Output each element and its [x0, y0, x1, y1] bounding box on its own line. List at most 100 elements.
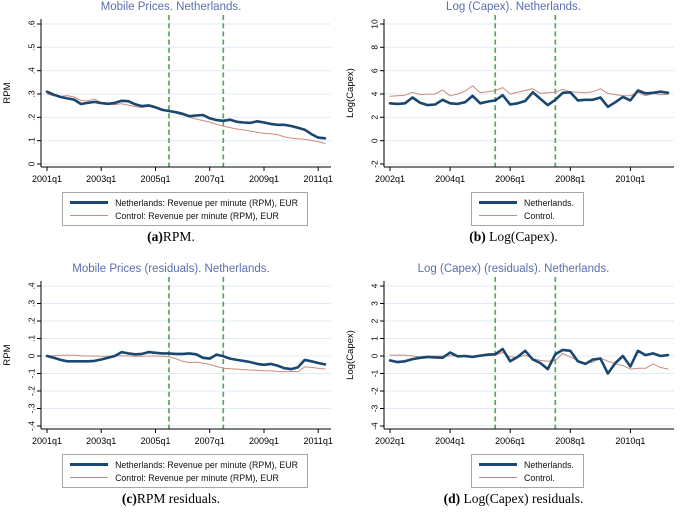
panel-d-log-capex-residuals: Log (Capex) (residuals). Netherlands. 4 3… [342, 262, 685, 525]
svg-text:0: 0 [369, 138, 379, 143]
svg-text:3: 3 [369, 301, 379, 306]
caption-b: (b) Log(Capex). [469, 229, 557, 245]
control-line-sample [479, 215, 518, 216]
svg-text:.4: .4 [27, 67, 37, 74]
svg-text:8: 8 [369, 45, 379, 50]
legend-item-control: Control: Revenue per minute (RPM), EUR [70, 209, 298, 222]
legend-item-control: Control. [479, 471, 574, 484]
legend-box-c: Netherlands: Revenue per minute (RPM), E… [62, 454, 308, 488]
svg-text:RPM: RPM [2, 344, 13, 365]
legend-label: Control. [524, 472, 555, 483]
caption-d-label: (d) [443, 491, 461, 506]
svg-text:2004q1: 2004q1 [435, 174, 465, 184]
svg-text:RPM: RPM [2, 82, 13, 103]
svg-text:-1: -1 [369, 369, 379, 377]
panel-c-rpm-residuals: Mobile Prices (residuals). Netherlands. … [0, 262, 342, 525]
legend-label: Control: Revenue per minute (RPM), EUR [115, 210, 279, 221]
svg-text:.2: .2 [27, 317, 37, 324]
caption-b-label: (b) [469, 229, 486, 244]
legend-label: Netherlands: Revenue per minute (RPM), E… [115, 459, 298, 470]
svg-text:2010q1: 2010q1 [615, 174, 645, 184]
caption-b-text: Log(Capex). [485, 229, 558, 244]
svg-text:2003q1: 2003q1 [86, 174, 116, 184]
panel-a-title: Mobile Prices. Netherlands. [100, 1, 242, 13]
panel-c-title: Mobile Prices (residuals). Netherlands. [72, 263, 270, 275]
legend-item-netherlands: Netherlands: Revenue per minute (RPM), E… [70, 196, 298, 209]
netherlands-line-sample [70, 201, 109, 204]
legend-box-a: Netherlands: Revenue per minute (RPM), E… [62, 192, 308, 226]
svg-text:.3: .3 [27, 90, 37, 97]
legend-item-netherlands: Netherlands. [479, 196, 574, 209]
svg-text:Log(Capex): Log(Capex) [345, 330, 356, 380]
legend-box-b: Netherlands. Control. [471, 192, 584, 226]
svg-text:.1: .1 [27, 335, 37, 342]
legend-label: Control. [524, 210, 555, 221]
svg-text:-3: -3 [369, 404, 379, 412]
netherlands-line-sample [479, 201, 518, 204]
caption-c-label: (c) [121, 491, 137, 506]
netherlands-line-sample [70, 463, 109, 466]
svg-text:0: 0 [27, 353, 37, 358]
svg-text:0: 0 [27, 161, 37, 166]
legend-item-netherlands: Netherlands. [479, 458, 574, 471]
svg-text:-.4: -.4 [27, 421, 37, 431]
svg-text:2006q1: 2006q1 [495, 174, 525, 184]
svg-text:2011q1: 2011q1 [304, 436, 333, 446]
legend-item-control: Control. [479, 209, 574, 222]
svg-text:2003q1: 2003q1 [86, 436, 116, 446]
svg-text:4: 4 [369, 283, 379, 288]
svg-text:-4: -4 [369, 422, 379, 430]
svg-text:.3: .3 [27, 300, 37, 307]
svg-text:2005q1: 2005q1 [140, 436, 170, 446]
svg-text:.1: .1 [27, 137, 37, 144]
caption-a: (a)RPM. [147, 229, 195, 245]
svg-text:Log(Capex): Log(Capex) [345, 68, 356, 118]
panel-b-title: Log (Capex). Netherlands. [446, 1, 581, 13]
svg-text:-.3: -.3 [27, 403, 37, 413]
svg-text:4: 4 [369, 91, 379, 96]
caption-d: (d) Log(Capex) residuals. [444, 491, 584, 507]
svg-text:.2: .2 [27, 113, 37, 120]
panel-a-rpm: Mobile Prices. Netherlands. .6 .5 .4 .3 .2 .1… [0, 0, 342, 262]
caption-c: (c)RPM residuals. [122, 491, 220, 507]
svg-text:2001q1: 2001q1 [32, 436, 62, 446]
svg-text:2006q1: 2006q1 [495, 436, 525, 446]
chart-a-rpm: .6 .5 .4 .3 .2 .1 0 2001q1 2003q1 2005q1 2007q1 200… [2, 15, 333, 184]
svg-text:-2: -2 [369, 387, 379, 395]
svg-text:1: 1 [369, 336, 379, 341]
svg-text:2004q1: 2004q1 [435, 436, 465, 446]
panel-d-title: Log (Capex) (residuals). Netherlands. [417, 263, 610, 275]
svg-text:.4: .4 [27, 282, 37, 289]
svg-text:2002q1: 2002q1 [374, 174, 404, 184]
svg-text:2007q1: 2007q1 [195, 436, 225, 446]
svg-text:.5: .5 [27, 43, 37, 50]
control-line-sample [70, 215, 109, 216]
svg-text:0: 0 [369, 353, 379, 358]
caption-c-text: RPM residuals. [136, 491, 221, 506]
svg-text:-.2: -.2 [27, 386, 37, 396]
svg-text:2: 2 [369, 318, 379, 323]
legend-label: Netherlands. [524, 197, 574, 208]
svg-text:2008q1: 2008q1 [555, 174, 585, 184]
svg-text:2001q1: 2001q1 [32, 174, 62, 184]
legend-label: Netherlands: Revenue per minute (RPM), E… [115, 197, 298, 208]
chart-c-rpm-residuals: .4 .3 .2 .1 0 -.1 -.2 -.3 -.4 2001q1 2003q1 2005q1 2… [2, 277, 333, 446]
svg-text:-2: -2 [369, 160, 379, 168]
svg-text:2005q1: 2005q1 [140, 174, 170, 184]
caption-a-text: RPM. [162, 229, 195, 244]
svg-text:2008q1: 2008q1 [555, 436, 585, 446]
svg-text:2010q1: 2010q1 [615, 436, 645, 446]
caption-d-text: Log(Capex) residuals. [460, 491, 584, 506]
control-line-sample [479, 477, 518, 478]
panel-b-log-capex: Log (Capex). Netherlands. 10 8 6 4 2 0 -2 2002q… [342, 0, 685, 262]
svg-text:2009q1: 2009q1 [249, 436, 279, 446]
svg-text:-.1: -.1 [27, 368, 37, 378]
netherlands-line-sample [479, 463, 518, 466]
svg-text:2002q1: 2002q1 [374, 436, 404, 446]
svg-text:6: 6 [369, 68, 379, 73]
legend-label: Netherlands. [524, 459, 574, 470]
legend-item-control: Control: Revenue per minute (RPM), EUR [70, 471, 298, 484]
chart-b-log-capex: 10 8 6 4 2 0 -2 2002q1 2004q1 2006q1 2008q1 2010q1 L… [345, 15, 674, 184]
svg-text:2011q1: 2011q1 [304, 174, 333, 184]
